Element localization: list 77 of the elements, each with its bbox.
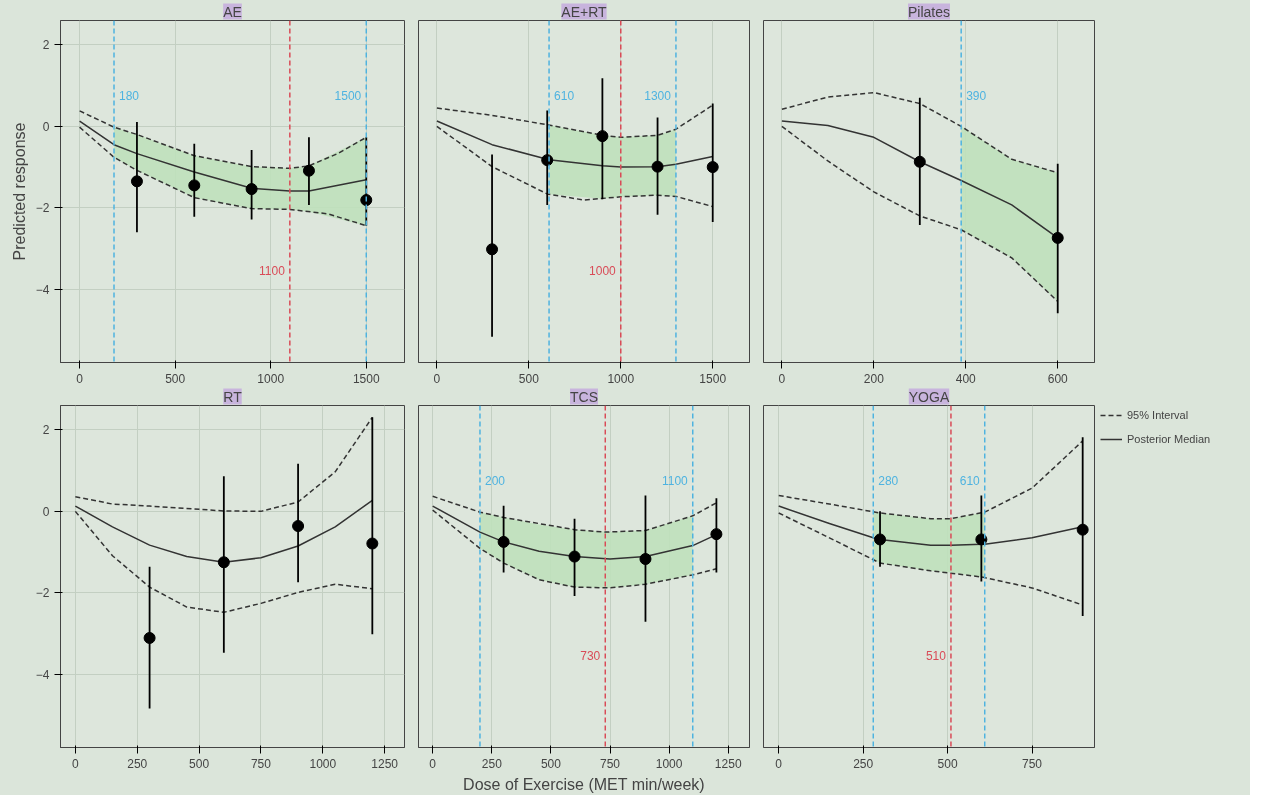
x-tick-label: 500: [937, 756, 958, 771]
y-axis-title: Predicted response: [10, 122, 28, 261]
ref-line-label: 280: [878, 474, 899, 489]
point: [188, 179, 201, 192]
y-tick-label: 2: [42, 423, 50, 438]
ref-line-label: 390: [966, 89, 987, 104]
ref-line-label: 1100: [661, 474, 689, 489]
point: [497, 535, 510, 548]
chart-title: Pilates: [907, 3, 951, 20]
point: [710, 528, 723, 541]
ref-line-label: 180: [119, 89, 140, 104]
point: [245, 183, 258, 196]
x-tick-label: 0: [778, 371, 786, 386]
x-tick-label: 500: [189, 756, 210, 771]
chart-title: YOGA: [908, 388, 950, 405]
line-series: [74, 510, 374, 614]
y-tick-label: 2: [42, 38, 50, 53]
x-tick-label: 500: [518, 371, 540, 386]
point: [217, 556, 230, 569]
point: [360, 194, 373, 207]
x-tick-label: 1000: [607, 371, 635, 386]
x-tick-label: 1250: [371, 756, 399, 771]
ref-line-label: 200: [484, 474, 506, 489]
ref-line-label: 1500: [334, 89, 362, 104]
x-tick-label: 250: [481, 756, 503, 771]
y-tick-label: −2: [35, 586, 50, 601]
point: [130, 175, 143, 188]
ref-line-label: 610: [554, 89, 575, 104]
y-tick-label: −4: [35, 282, 50, 297]
x-tick-label: 500: [165, 371, 186, 386]
ref-line-label: 510: [925, 648, 947, 663]
point: [651, 160, 664, 173]
ref-line-label: 1100: [259, 263, 286, 278]
y-tick-label: −2: [35, 201, 50, 216]
chart-title: RT: [223, 388, 243, 405]
x-tick-label: 200: [863, 371, 885, 386]
x-axis-title: Dose of Exercise (MET min/week): [463, 775, 705, 793]
x-tick-label: 0: [433, 371, 441, 386]
x-tick-label: 750: [250, 756, 272, 771]
legend-label: 95% Interval: [1127, 409, 1189, 421]
x-tick-label: 400: [955, 371, 977, 386]
x-tick-label: 1000: [309, 756, 337, 771]
ref-line-label: 1000: [589, 263, 617, 278]
x-tick-label: 1250: [714, 756, 742, 771]
x-tick-label: 250: [127, 756, 148, 771]
x-tick-label: 750: [600, 756, 621, 771]
x-tick-label: 0: [72, 756, 80, 771]
ref-line-label: 610: [959, 474, 981, 489]
point: [596, 130, 609, 143]
x-tick-label: 750: [1022, 756, 1043, 771]
point: [706, 161, 719, 174]
chart-title: AE+RT: [561, 3, 608, 20]
point: [143, 631, 156, 644]
x-tick-label: 0: [775, 756, 783, 771]
point: [366, 537, 379, 550]
ref-line-label: 1300: [644, 89, 672, 104]
point: [302, 164, 315, 177]
x-tick-label: 0: [429, 756, 437, 771]
y-tick-label: −4: [35, 667, 50, 682]
legend-label: Posterior Median: [1127, 433, 1211, 445]
chart-title: AE: [223, 3, 242, 20]
ref-line-label: 730: [580, 648, 601, 663]
x-tick-label: 1000: [257, 371, 285, 386]
x-tick-label: 250: [853, 756, 874, 771]
x-tick-label: 0: [76, 371, 84, 386]
x-tick-label: 600: [1047, 371, 1069, 386]
point: [486, 243, 499, 256]
y-tick-label: 0: [42, 119, 50, 134]
point: [639, 553, 652, 565]
x-tick-label: 1500: [352, 371, 380, 386]
y-tick-label: 0: [42, 504, 50, 519]
x-tick-label: 1000: [655, 756, 683, 771]
chart-title: TCS: [570, 388, 598, 405]
point: [292, 520, 305, 532]
point: [568, 550, 581, 563]
x-tick-label: 1500: [699, 371, 727, 386]
x-tick-label: 500: [540, 756, 562, 771]
